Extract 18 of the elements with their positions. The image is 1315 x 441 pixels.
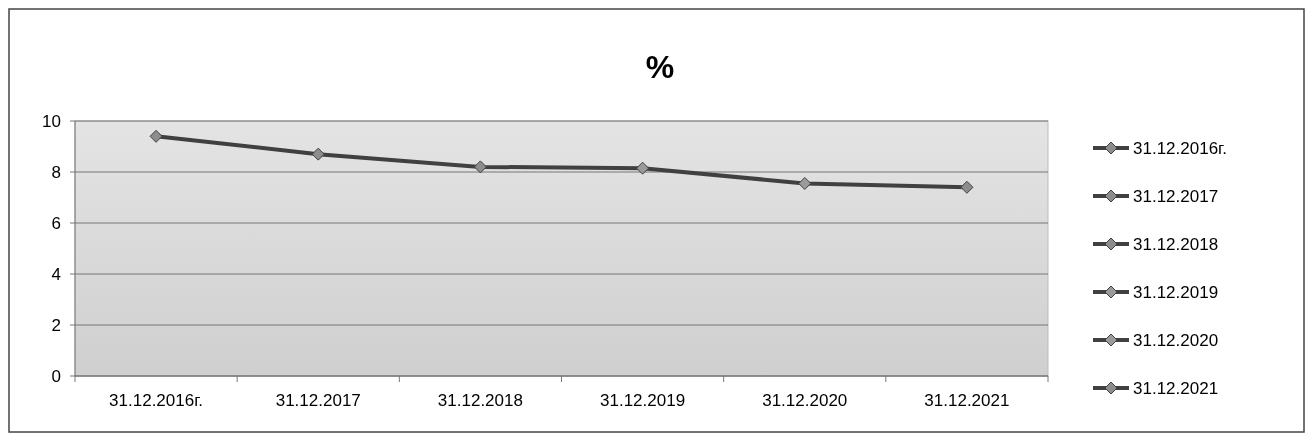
x-tick-label: 31.12.2020 bbox=[762, 391, 848, 410]
category-label: 31.12.2019 bbox=[1133, 282, 1219, 302]
x-tick-label: 31.12.2016г. bbox=[109, 391, 204, 410]
x-tick-label: 31.12.2019 bbox=[600, 391, 686, 410]
category-label: 31.12.2018 bbox=[1133, 234, 1219, 254]
category-label: 31.12.2017 bbox=[1133, 186, 1219, 206]
y-tick-label: 6 bbox=[51, 213, 61, 233]
category-label: 31.12.2020 bbox=[1133, 330, 1219, 350]
category-label: 31.12.2016г. bbox=[1133, 138, 1227, 158]
x-tick-label: 31.12.2017 bbox=[275, 391, 361, 410]
y-tick-label: 4 bbox=[51, 264, 61, 284]
y-tick-label: 2 bbox=[51, 315, 61, 335]
y-tick-label: 0 bbox=[51, 366, 61, 386]
x-tick-label: 31.12.2018 bbox=[437, 391, 523, 410]
chart-title: % bbox=[645, 49, 675, 85]
y-tick-label: 8 bbox=[51, 162, 61, 182]
y-tick-label: 10 bbox=[42, 111, 61, 131]
x-tick-label: 31.12.2021 bbox=[924, 391, 1010, 410]
